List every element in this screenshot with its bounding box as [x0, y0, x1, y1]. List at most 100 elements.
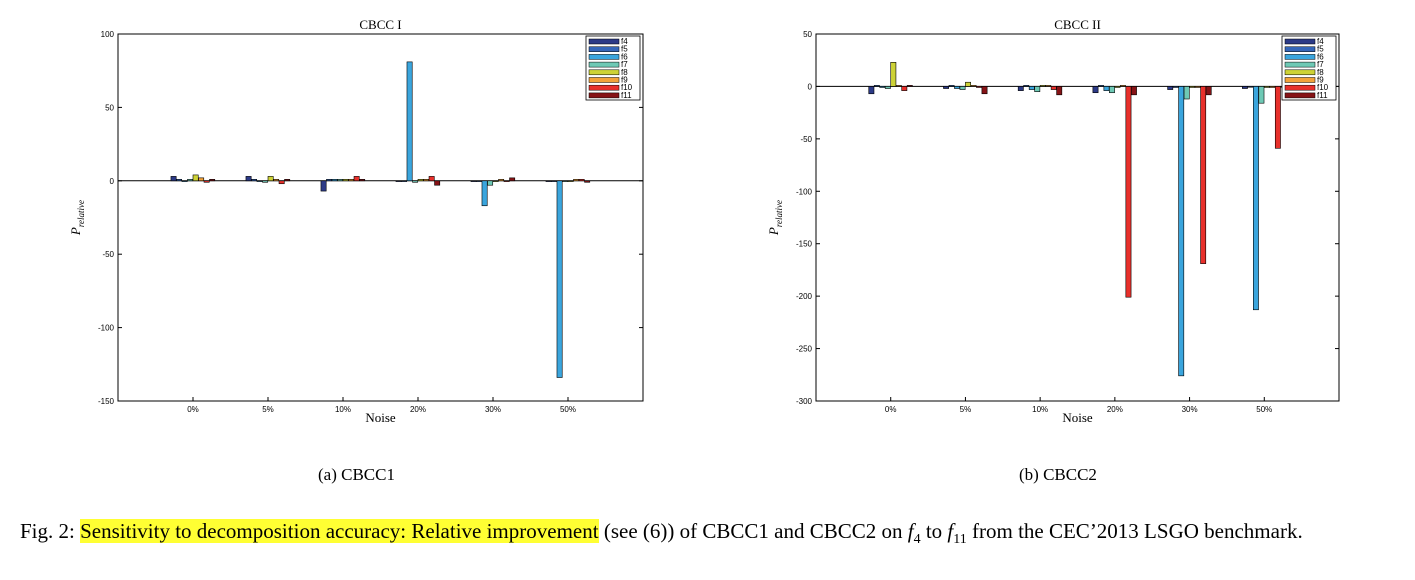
- chart2-bar-f10: [901, 86, 908, 91]
- chart2-bar-f11: [906, 85, 913, 87]
- chart2-ytick-label: -250: [796, 345, 813, 354]
- chart1-bar-f9: [423, 179, 430, 182]
- chart2-bar-f9: [1120, 85, 1126, 87]
- chart1-legend-label-f5: f5: [621, 45, 628, 54]
- caption-to: to: [920, 519, 948, 543]
- chart1-ylabel: Prelative: [68, 200, 86, 236]
- chart1-axes-frame: [117, 33, 644, 402]
- chart2-legend-swatch-f9: [1284, 77, 1316, 83]
- chart1-xtick-label: 10%: [335, 405, 351, 414]
- chart2-ytick-label: 50: [803, 30, 812, 39]
- caption-lead: Fig. 2:: [20, 519, 81, 543]
- chart1-bar-f4: [470, 180, 477, 182]
- chart2-bar-f11: [981, 86, 988, 95]
- chart2-title: CBCC II: [1054, 17, 1101, 32]
- chart1-bar-f9: [348, 179, 355, 182]
- chart2-legend-label-f7: f7: [1317, 60, 1324, 69]
- chart1-ytick-label: -100: [98, 324, 115, 333]
- chart2-legend-swatch-f11: [1284, 92, 1316, 99]
- chart1-bar-f4: [320, 180, 327, 192]
- chart1-bar-f11: [359, 179, 366, 182]
- caption-f-to: f11: [947, 519, 967, 548]
- chart2-bar-f8: [1263, 86, 1270, 88]
- chart1-legend-swatch-f7: [588, 61, 620, 68]
- chart1-bar-f6: [331, 179, 338, 182]
- chart1-bar-f11: [434, 180, 441, 186]
- chart2-ytick-label: 0: [808, 82, 813, 91]
- chart1-legend-label-f6: f6: [621, 52, 628, 61]
- chart1-bar-f8: [492, 180, 499, 182]
- chart1-legend-swatch-f6: [588, 54, 620, 60]
- chart1-bar-f11: [209, 179, 216, 182]
- chart1-bar-f5: [251, 179, 258, 182]
- chart2-bar-f7: [884, 86, 891, 89]
- chart2-bar-f9: [895, 85, 902, 87]
- chart2-xtick-label: 5%: [960, 405, 972, 414]
- chart1-bar-f9: [198, 177, 205, 182]
- chart1-bar-f5: [401, 180, 408, 182]
- chart1-xtick-label: 0%: [187, 405, 199, 414]
- chart1-legend-label-f9: f9: [621, 76, 628, 85]
- chart2-bar-f4: [1167, 86, 1174, 90]
- chart1-legend-swatch-f10: [588, 84, 620, 91]
- chart2-bar-f10: [1274, 86, 1281, 149]
- chart2-bar-f5: [1247, 86, 1254, 88]
- chart2-legend-label-f9: f9: [1317, 76, 1324, 85]
- chart1-bar-f7: [262, 180, 269, 183]
- caption-mid: (see (6)) of CBCC1 and CBCC2 on: [598, 519, 908, 543]
- chart2-ytick-label: -50: [800, 135, 812, 144]
- chart1-bar-f7: [187, 179, 194, 182]
- chart2-bar-f4: [1242, 86, 1248, 89]
- caption-tail: from the CEC’2013 LSGO benchmark.: [966, 519, 1303, 543]
- chart1-legend-label-f7: f7: [621, 60, 628, 69]
- chart2-bar-f4: [1092, 86, 1099, 94]
- chart2-ytick-label: -150: [796, 240, 813, 249]
- chart2-bar-f9: [970, 85, 977, 87]
- chart1-bar-f5: [326, 179, 333, 182]
- chart1-bar-f10: [203, 180, 210, 183]
- chart2-legend-swatch-f7: [1284, 61, 1316, 68]
- chart2-bar-f10: [1050, 86, 1057, 90]
- figure-caption: Fig. 2: Sensitivity to decomposition acc…: [20, 518, 1412, 553]
- chart2-bar-f4: [1017, 86, 1024, 91]
- chart1-legend-label-f11: f11: [621, 91, 632, 100]
- chart2-legend-label-f8: f8: [1317, 68, 1324, 77]
- chart2-ytick-label: -200: [796, 292, 813, 301]
- chart1-bar-f4: [245, 176, 252, 182]
- chart1-bar-f5: [176, 179, 183, 182]
- chart2-legend-label-f11: f11: [1317, 91, 1328, 100]
- chart1-ytick-label: -50: [102, 250, 114, 259]
- chart1-bar-f5: [551, 180, 558, 182]
- chart1-bar-f8: [417, 179, 424, 182]
- chart1-legend-swatch-f5: [588, 46, 620, 52]
- chart2-bar-f4: [868, 86, 875, 95]
- chart1-bar-f9: [498, 179, 505, 182]
- chart2-bar-f6: [879, 86, 886, 88]
- chart1-ytick-label: 0: [110, 177, 115, 186]
- chart2-bar-f9: [1269, 86, 1276, 88]
- chart2-bar-f6: [954, 86, 960, 89]
- chart1-bar-f10: [503, 180, 510, 182]
- chart1-bar-f9: [273, 179, 280, 182]
- chart2-bar-f7: [1109, 86, 1115, 94]
- chart1-bar-f7: [487, 180, 494, 186]
- chart1-bar-f7: [562, 180, 569, 182]
- chart2-bar-f10: [1200, 86, 1207, 264]
- chart2-legend-label-f4: f4: [1317, 37, 1324, 46]
- chart2-bar-f8: [1114, 86, 1121, 88]
- chart1-legend-swatch-f8: [588, 69, 620, 76]
- chart2-bar-f5: [948, 85, 955, 87]
- chart2-legend-swatch-f10: [1284, 84, 1316, 91]
- subcaption-a: (a) CBCC1: [318, 465, 395, 484]
- chart2-xtick-label: 0%: [885, 405, 897, 414]
- chart1-xtick-label: 20%: [410, 405, 426, 414]
- chart2-legend-swatch-f4: [1284, 38, 1316, 45]
- chart2-bar-f10: [976, 86, 982, 88]
- chart2-bar-f8: [1039, 85, 1046, 87]
- chart2-bar-f6: [1028, 86, 1035, 90]
- chart2-bar-f7: [959, 86, 966, 90]
- chart2-bar-f6: [1253, 86, 1259, 311]
- chart2-xtick-label: 50%: [1256, 405, 1272, 414]
- chart1-bar-f10: [353, 176, 360, 182]
- chart2-bar-f10: [1125, 86, 1132, 298]
